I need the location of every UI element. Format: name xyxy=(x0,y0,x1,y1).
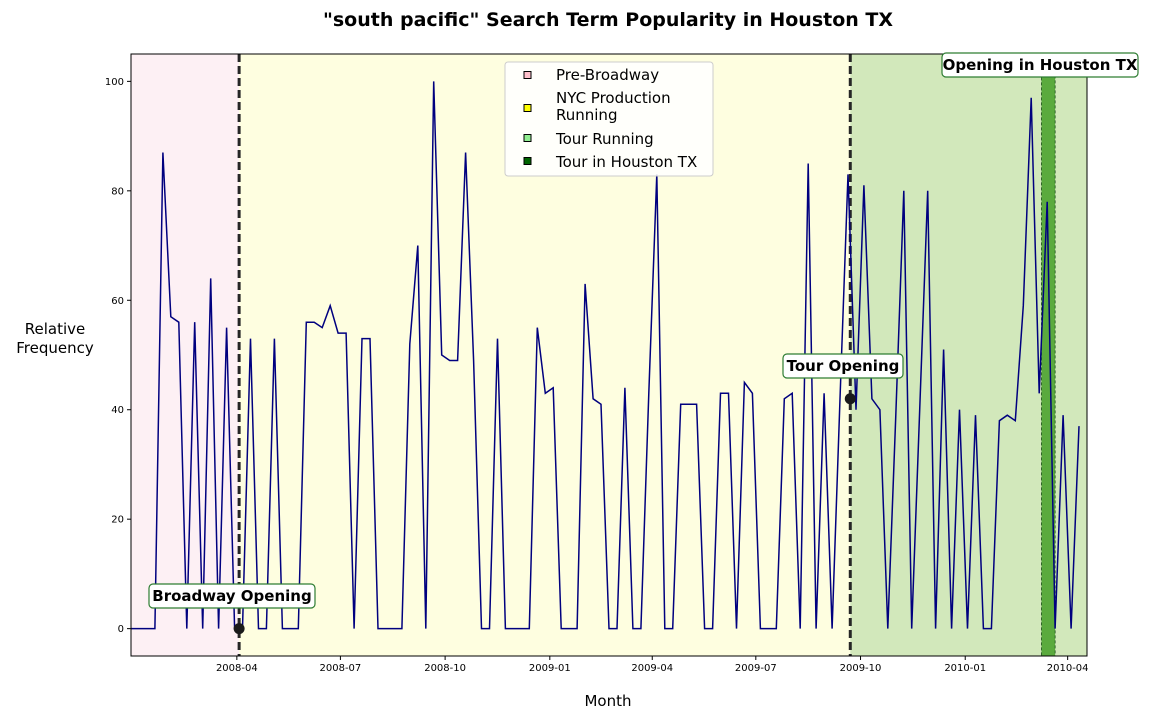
legend-label: NYC Production Running xyxy=(556,89,671,124)
legend-marker xyxy=(523,157,532,165)
y-axis-label-line: Relative xyxy=(25,320,86,338)
x-tick-label: 2008-04 xyxy=(216,663,258,674)
y-tick-label: 100 xyxy=(105,77,124,88)
y-tick-label: 20 xyxy=(111,515,124,526)
legend-box xyxy=(504,61,714,177)
y-tick-label: 40 xyxy=(111,405,124,416)
plot-area: 0 20 40 60 80 100 2008-04 2008-07 2008-10 2009-01… xyxy=(105,52,1139,674)
annotation-label: Broadway Opening xyxy=(152,587,311,605)
annotation-box xyxy=(148,583,316,609)
annotation-label: Opening in Houston TX xyxy=(943,56,1138,74)
chart-title: "south pacific" Search Term Popularity i… xyxy=(323,9,893,31)
x-tick-label: 2010-04 xyxy=(1047,663,1089,674)
region-tour-in-houston-tx xyxy=(1041,53,1056,657)
x-tick-label: 2008-07 xyxy=(320,663,362,674)
x-tick-label: 2009-07 xyxy=(735,663,777,674)
x-tick-label: 2008-10 xyxy=(424,663,466,674)
x-tick-label: 2009-10 xyxy=(840,663,882,674)
legend-label: Tour Running xyxy=(555,130,654,148)
x-tick-label: 2009-01 xyxy=(529,663,571,674)
legend: Pre-Broadway NYC Production Running Tour Ru… xyxy=(504,61,714,177)
legend-marker xyxy=(523,134,532,142)
y-tick-label: 80 xyxy=(111,186,124,197)
annotation-box xyxy=(782,353,904,379)
series-line xyxy=(131,81,1080,630)
legend-label: Tour in Houston TX xyxy=(555,153,697,171)
legend-marker xyxy=(523,104,532,112)
y-tick-label: 0 xyxy=(118,624,124,635)
tour-opening-point xyxy=(844,393,856,405)
axes-frame xyxy=(130,53,1088,657)
annotation-box xyxy=(941,52,1139,78)
annotation-label: Tour Opening xyxy=(787,357,900,375)
x-axis-label: Month xyxy=(584,692,631,710)
y-tick-label: 60 xyxy=(111,296,124,307)
x-tick-label: 2010-01 xyxy=(944,663,986,674)
broadway-opening-point xyxy=(233,623,245,635)
legend-marker xyxy=(523,71,532,79)
legend-label: Pre-Broadway xyxy=(556,66,659,84)
y-axis-label-line: Frequency xyxy=(16,339,94,357)
x-tick-label: 2009-04 xyxy=(631,663,673,674)
